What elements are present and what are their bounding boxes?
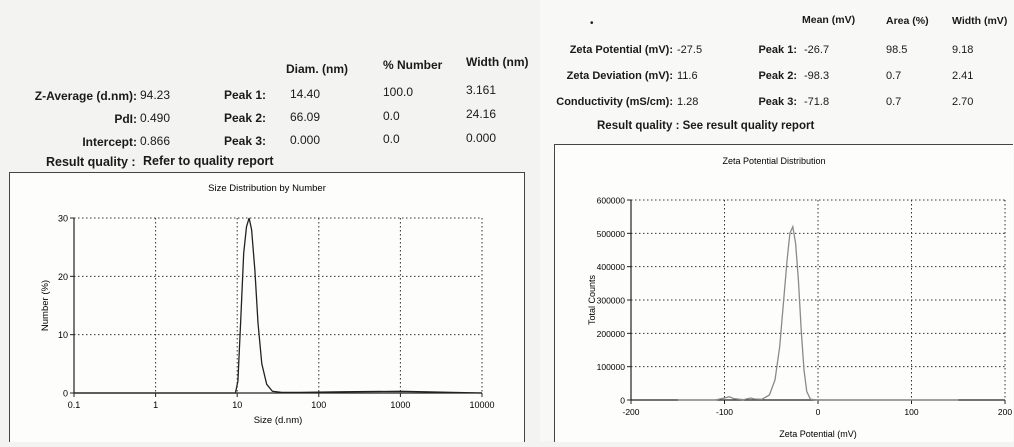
zeta-peak3-width: 2.70 — [952, 96, 974, 108]
peak1-number: 100.0 — [383, 85, 414, 99]
peak3-width: 0.000 — [466, 131, 497, 145]
zeta-peak1-label: Peak 1: — [758, 44, 797, 56]
y-tick-label: 100000 — [597, 362, 626, 372]
x-tick-label: 200 — [998, 407, 1012, 417]
header-width-mv: Width (mV) — [952, 15, 1008, 27]
intercept-value: 0.866 — [140, 134, 171, 148]
y-tick-label: 0 — [63, 389, 68, 399]
peak2-width: 24.16 — [466, 107, 497, 121]
x-axis-label: Size (d.nm) — [254, 415, 303, 426]
pdi-label: PdI: — [114, 112, 137, 126]
peak1-label: Peak 1: — [223, 88, 266, 102]
zeta-peak2-label: Peak 2: — [758, 70, 797, 82]
y-tick-label: 30 — [58, 214, 68, 224]
z-average-value: 94.23 — [140, 88, 171, 102]
intercept-label: Intercept: — [82, 135, 137, 149]
zeta-peak1-width: 9.18 — [952, 44, 974, 56]
x-tick-label: 100 — [311, 400, 326, 410]
x-tick-label: 0 — [816, 407, 821, 417]
x-tick-label: -200 — [622, 407, 639, 417]
zeta-peak3-mean: -71.8 — [804, 96, 830, 108]
series-line — [677, 224, 959, 401]
header-number: % Number — [383, 58, 443, 72]
zeta-peak2-area: 0.7 — [886, 70, 902, 82]
zeta-deviation-value: 11.6 — [677, 70, 698, 82]
x-tick-label: 1 — [153, 400, 158, 410]
x-tick-label: 10000 — [469, 400, 494, 410]
zeta-distribution-chart: Zeta Potential Distribution -200 -100 0 100 2… — [587, 156, 1012, 439]
result-quality-label: Result quality : — [46, 155, 136, 169]
header-area: Area (%) — [886, 15, 929, 27]
peak2-label: Peak 2: — [223, 111, 266, 125]
x-axis-label: Zeta Potential (mV) — [779, 429, 857, 439]
zeta-peak3-label: Peak 3: — [758, 96, 797, 108]
x-tick-label: 10 — [232, 400, 242, 410]
zeta-potential-label: Zeta Potential (mV): — [569, 44, 673, 56]
conductivity-label: Conductivity (mS/cm): — [556, 96, 673, 108]
y-tick-label: 20 — [58, 272, 68, 282]
zeta-peak2-mean: -98.3 — [804, 70, 830, 82]
z-average-label: Z-Average (d.nm): — [34, 89, 137, 103]
stray-mark: • — [590, 18, 594, 29]
zeta-deviation-label: Zeta Deviation (mV): — [566, 70, 673, 82]
x-tick-label: 100 — [904, 407, 918, 417]
peak2-diam: 66.09 — [290, 110, 321, 124]
chart-title: Zeta Potential Distribution — [722, 156, 825, 166]
y-tick-label: 10 — [58, 330, 68, 340]
peak1-width: 3.161 — [466, 83, 497, 97]
peak1-diam: 14.40 — [290, 87, 321, 101]
size-chart-frame: Size Distribution by Number 0.1 1 10 100 1000… — [9, 172, 525, 442]
pdi-value: 0.490 — [140, 111, 171, 125]
peak3-number: 0.0 — [383, 132, 400, 146]
header-width: Width (nm) — [466, 55, 529, 69]
header-diam: Diam. (nm) — [286, 62, 349, 76]
size-report-panel: Diam. (nm) % Number Width (nm) Z-Average… — [9, 55, 529, 442]
x-tick-label: 1000 — [390, 400, 410, 410]
zeta-potential-value: -27.5 — [677, 44, 703, 56]
y-tick-label: 400000 — [597, 262, 626, 272]
x-tick-label: 0.1 — [68, 400, 81, 410]
y-axis-label: Total Counts — [587, 274, 597, 325]
zeta-peak2-width: 2.41 — [952, 70, 974, 82]
chart-title: Size Distribution by Number — [208, 183, 326, 194]
zeta-peak1-mean: -26.7 — [804, 44, 830, 56]
x-tick-label: -100 — [716, 407, 733, 417]
zeta-result-quality: Result quality : See result quality repo… — [597, 120, 815, 132]
y-axis-label: Number (%) — [40, 280, 51, 331]
zeta-peak3-area: 0.7 — [886, 96, 902, 108]
header-mean: Mean (mV) — [802, 14, 856, 26]
zeta-peak1-area: 98.5 — [886, 44, 908, 56]
y-tick-label: 300000 — [597, 296, 626, 306]
peak2-number: 0.0 — [383, 109, 400, 123]
conductivity-value: 1.28 — [677, 96, 699, 108]
peak3-label: Peak 3: — [223, 134, 266, 148]
y-tick-label: 500000 — [597, 229, 626, 239]
series-line — [74, 217, 483, 394]
zeta-chart-frame: Zeta Potential Distribution -200 -100 0 100 2… — [554, 144, 1013, 442]
zeta-report-panel: • Mean (mV) Area (%) Width (mV) Zeta Pot… — [540, 0, 1014, 442]
y-tick-label: 600000 — [597, 196, 626, 206]
peak3-diam: 0.000 — [290, 133, 321, 147]
result-quality-value: Refer to quality report — [143, 154, 274, 168]
y-tick-label: 0 — [620, 396, 625, 406]
y-tick-label: 200000 — [597, 329, 626, 339]
